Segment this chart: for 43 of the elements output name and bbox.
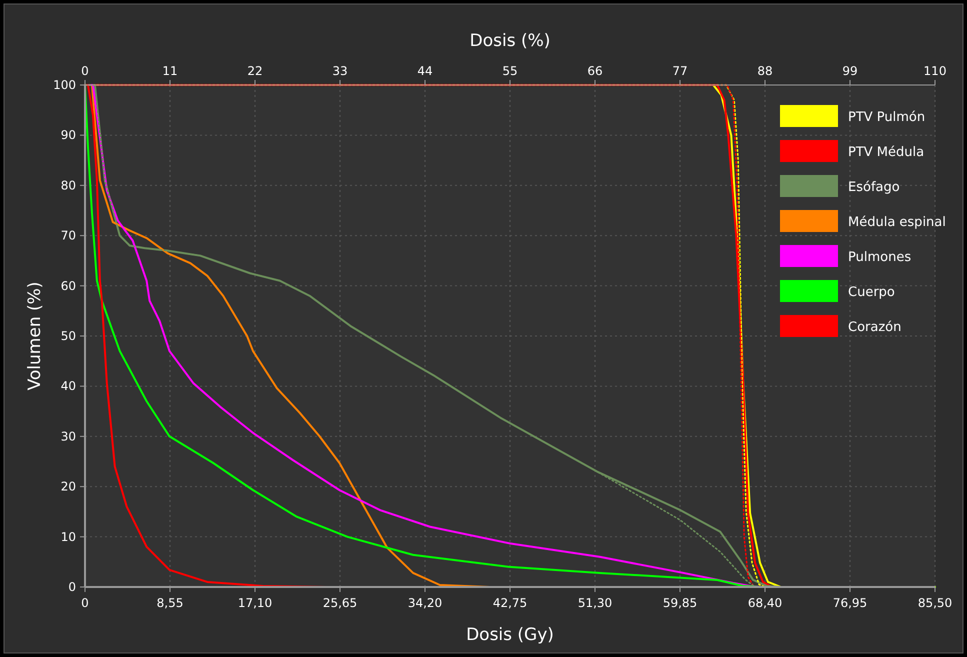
x2-tick-label: 0 xyxy=(81,64,89,78)
x2-tick-label: 11 xyxy=(162,64,178,78)
x-tick-label: 0 xyxy=(81,596,89,610)
x2-tick-label: 99 xyxy=(842,64,858,78)
x2-tick-label: 88 xyxy=(757,64,773,78)
y-tick-label: 60 xyxy=(60,278,76,293)
x-tick-label: 25,65 xyxy=(322,596,358,610)
y-tick-label: 10 xyxy=(60,530,76,544)
x-tick-label: 68,40 xyxy=(748,596,782,610)
x2-tick-label: 44 xyxy=(417,64,433,78)
y-tick-label: 20 xyxy=(60,480,76,494)
y-tick-label: 30 xyxy=(60,429,76,444)
y-tick-label: 40 xyxy=(60,379,76,394)
x-tick-label: 8,55 xyxy=(156,596,184,610)
x-axis-title: Dosis (Gy) xyxy=(466,625,554,645)
y-axis-title: Volumen (%) xyxy=(25,282,45,390)
x2-tick-label: 22 xyxy=(247,64,263,78)
y-tick-label: 90 xyxy=(60,128,76,142)
x2-tick-label: 77 xyxy=(672,64,688,78)
x2-tick-label: 66 xyxy=(587,64,603,78)
legend-label: Corazón xyxy=(848,320,902,335)
legend-label: Médula espinal xyxy=(848,215,946,230)
y-tick-label: 50 xyxy=(60,329,76,343)
x-tick-label: 76,95 xyxy=(832,596,868,610)
y-tick-label: 100 xyxy=(53,78,76,92)
y-tick-label: 70 xyxy=(60,228,76,243)
x-tick-label: 17,10 xyxy=(238,596,272,610)
x2-tick-label: 110 xyxy=(924,64,946,78)
x2-tick-label: 55 xyxy=(502,64,518,78)
x-tick-label: 42,75 xyxy=(492,596,528,610)
x-tick-label: 85,50 xyxy=(918,596,952,610)
y-tick-label: 80 xyxy=(60,178,76,192)
x-tick-label: 51,30 xyxy=(578,596,612,610)
legend-label: PTV Pulmón xyxy=(848,110,926,125)
legend-label: Cuerpo xyxy=(848,285,895,300)
x-tick-label: 34,20 xyxy=(408,596,442,610)
x-tick-label: 59,85 xyxy=(662,596,698,610)
x2-axis-title: Dosis (%) xyxy=(470,31,550,51)
x2-tick-label: 33 xyxy=(332,64,348,78)
legend-label: PTV Médula xyxy=(848,145,924,160)
legend-label: Pulmones xyxy=(848,250,912,265)
y-tick-label: 0 xyxy=(68,580,76,594)
legend-label: Esófago xyxy=(848,180,900,195)
